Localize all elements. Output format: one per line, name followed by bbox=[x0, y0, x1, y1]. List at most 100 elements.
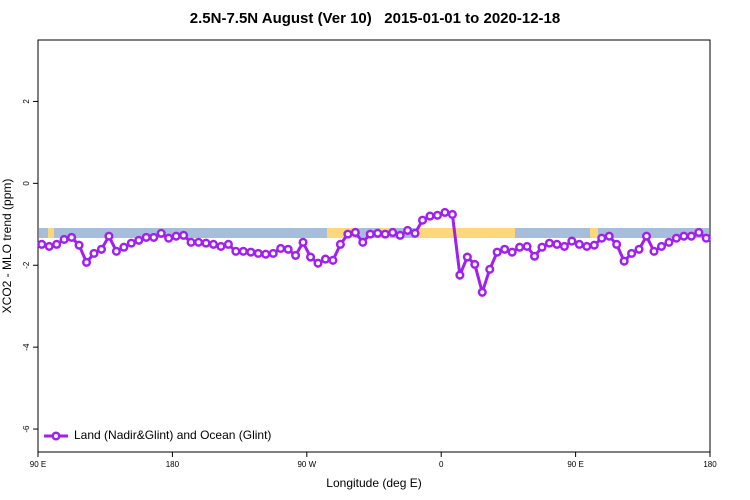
data-point bbox=[664, 237, 674, 247]
y-tick-label: -4 bbox=[22, 343, 31, 351]
data-point bbox=[559, 241, 569, 251]
data-point bbox=[89, 248, 99, 258]
data-point bbox=[694, 227, 704, 238]
data-point bbox=[358, 237, 368, 247]
data-point bbox=[380, 229, 390, 239]
data-point bbox=[462, 252, 472, 262]
data-point bbox=[268, 248, 278, 258]
x-tick-label: 0 bbox=[439, 460, 444, 469]
data-point bbox=[253, 248, 263, 258]
data-point bbox=[328, 255, 338, 265]
data-point bbox=[350, 227, 360, 238]
data-point bbox=[567, 236, 577, 246]
data-point bbox=[320, 254, 331, 264]
x-tick-label: 90 E bbox=[567, 460, 583, 469]
data-point bbox=[373, 228, 383, 238]
data-point bbox=[37, 239, 47, 249]
data-point bbox=[96, 244, 107, 254]
data-point bbox=[507, 247, 517, 257]
data-point bbox=[171, 231, 181, 241]
data-point bbox=[574, 239, 584, 249]
data-point bbox=[470, 259, 480, 269]
data-point bbox=[604, 231, 614, 241]
data-point bbox=[126, 238, 136, 248]
legend-marker bbox=[51, 431, 61, 441]
data-point bbox=[223, 239, 233, 249]
legend-label: Land (Nadir&Glint) and Ocean (Glint) bbox=[74, 428, 271, 442]
chart-title: 2.5N-7.5N August (Ver 10) 2015-01-01 to … bbox=[190, 10, 560, 27]
land-strip bbox=[415, 228, 515, 238]
data-point bbox=[186, 237, 196, 247]
data-point bbox=[164, 233, 174, 243]
data-point bbox=[291, 250, 301, 260]
data-point bbox=[74, 240, 84, 250]
data-point bbox=[335, 239, 345, 249]
data-point bbox=[544, 238, 555, 248]
data-point bbox=[365, 229, 375, 239]
data-point bbox=[111, 246, 121, 256]
data-point bbox=[522, 241, 532, 251]
y-tick-label: -2 bbox=[22, 261, 31, 269]
data-point bbox=[395, 230, 405, 240]
land-strip bbox=[590, 228, 598, 238]
data-point bbox=[425, 211, 435, 221]
data-point bbox=[305, 252, 316, 262]
data-point bbox=[440, 207, 450, 217]
data-point bbox=[455, 270, 465, 280]
data-point bbox=[641, 231, 652, 241]
data-point bbox=[537, 242, 547, 252]
data-point bbox=[238, 246, 248, 256]
data-point bbox=[134, 235, 144, 245]
data-point bbox=[597, 233, 607, 243]
y-tick-label: -6 bbox=[22, 425, 31, 433]
data-point bbox=[701, 233, 711, 243]
data-point bbox=[149, 232, 159, 242]
data-point bbox=[627, 248, 637, 258]
data-point bbox=[432, 210, 443, 220]
data-point bbox=[500, 244, 510, 254]
data-point bbox=[44, 241, 54, 251]
data-point bbox=[649, 246, 659, 256]
data-point bbox=[283, 244, 293, 254]
data-point bbox=[634, 244, 644, 254]
data-point bbox=[589, 240, 599, 250]
data-point bbox=[686, 231, 696, 241]
data-point bbox=[477, 287, 487, 297]
data-point bbox=[492, 247, 502, 257]
data-point bbox=[201, 238, 211, 248]
data-point bbox=[179, 230, 189, 240]
data-point bbox=[410, 228, 420, 238]
x-tick-label: 90 W bbox=[297, 460, 316, 469]
data-point bbox=[193, 237, 204, 247]
x-tick-label: 180 bbox=[703, 460, 717, 469]
x-tick-label: 180 bbox=[166, 460, 180, 469]
data-point bbox=[529, 251, 540, 261]
data-point bbox=[447, 209, 457, 220]
data-point bbox=[552, 239, 562, 249]
data-point bbox=[612, 239, 622, 249]
data-point bbox=[343, 229, 353, 239]
data-point bbox=[52, 239, 62, 249]
data-point bbox=[141, 232, 151, 242]
data-point bbox=[67, 232, 77, 242]
y-axis-label: XCO2 - MLO trend (ppm) bbox=[0, 179, 14, 314]
data-point bbox=[582, 241, 592, 251]
data-point bbox=[276, 243, 286, 254]
data-point bbox=[208, 239, 219, 249]
data-point bbox=[246, 247, 256, 257]
data-point bbox=[231, 246, 241, 256]
y-tick-label: 0 bbox=[22, 181, 31, 186]
x-axis-label: Longitude (deg E) bbox=[326, 476, 421, 490]
data-point bbox=[298, 237, 308, 247]
data-point bbox=[403, 225, 413, 235]
data-point bbox=[388, 227, 398, 238]
data-point bbox=[515, 242, 525, 252]
data-point bbox=[156, 228, 166, 238]
data-point bbox=[261, 249, 271, 259]
data-point bbox=[59, 234, 69, 244]
data-point bbox=[417, 215, 428, 225]
data-point bbox=[656, 241, 667, 251]
data-point bbox=[216, 241, 226, 251]
data-point bbox=[313, 258, 323, 268]
